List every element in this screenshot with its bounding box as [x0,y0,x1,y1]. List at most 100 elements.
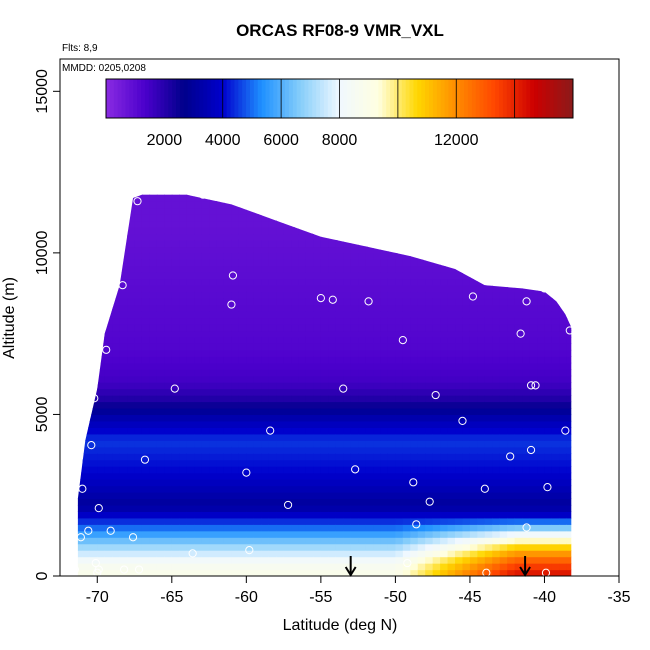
heatmap-cell [246,498,255,506]
heatmap-cell [477,517,486,525]
heatmap-cell [253,472,262,480]
heatmap-cell [522,375,531,383]
heatmap-cell [380,537,389,545]
heatmap-cell [358,388,367,396]
heatmap-cell [365,517,374,525]
heatmap-cell [514,498,523,506]
heatmap-cell [350,446,359,454]
heatmap-cell [253,220,262,228]
heatmap-cell [268,517,277,525]
heatmap-cell [499,388,508,396]
heatmap-cell [455,233,464,241]
heatmap-cell [194,285,203,293]
heatmap-cell [455,485,464,493]
heatmap-cell [179,323,188,332]
heatmap-cell [492,375,501,383]
heatmap-cell [514,362,523,370]
heatmap-cell [566,278,572,286]
heatmap-cell [387,479,396,487]
heatmap-cell [67,369,75,376]
heatmap-cell [77,220,83,228]
heatmap-cell [343,556,352,564]
heatmap-cell [395,569,404,576]
heatmap-cell [82,369,91,377]
heatmap-cell [216,220,225,228]
heatmap-cell [492,382,501,390]
heatmap-cell [97,524,106,532]
heatmap-cell [358,239,367,248]
heatmap-cell [484,194,493,196]
heatmap-cell [164,446,173,454]
heatmap-cell [134,543,143,551]
y-tick-label: 10000 [34,231,51,276]
heatmap-cell [328,201,337,209]
heatmap-cell [522,201,531,209]
heatmap-cell [253,375,262,383]
heatmap-cell [432,233,441,241]
heatmap-cell [194,427,203,435]
heatmap-cell [469,330,478,338]
heatmap-cell [343,317,352,325]
heatmap-cell [335,265,344,273]
heatmap-cell [149,336,158,344]
heatmap-cell [335,259,344,267]
heatmap-cell [223,291,233,299]
heatmap-cell [141,246,151,254]
heatmap-cell [380,207,389,215]
heatmap-cell [447,382,456,390]
heatmap-cell [343,504,352,512]
heatmap-cell [395,537,404,545]
heatmap-cell [141,194,151,202]
heatmap-cell [194,298,203,306]
heatmap-cell [477,272,486,280]
heatmap-cell [97,382,106,390]
heatmap-cell [455,336,464,344]
heatmap-cell [298,369,307,377]
heatmap-cell [425,401,434,409]
heatmap-cell [223,563,233,571]
heatmap-cell [134,537,143,545]
heatmap-cell [104,498,113,506]
heatmap-cell [216,291,225,299]
heatmap-cell [313,375,322,383]
heatmap-cell [82,252,91,260]
heatmap-cell [313,201,322,209]
heatmap-cell [171,349,180,357]
heatmap-cell [402,440,411,448]
heatmap-cell [231,304,240,312]
heatmap-cell [276,272,285,280]
heatmap-cell [410,388,419,396]
heatmap-cell [171,194,180,202]
heatmap-cell [484,414,493,422]
heatmap-cell [171,485,180,493]
heatmap-cell [559,414,568,422]
heatmap-cell [455,446,464,454]
heatmap-cell [551,349,560,357]
heatmap-cell [171,472,180,480]
heatmap-cell [141,272,151,280]
heatmap-cell [77,511,83,519]
heatmap-cell [291,336,300,344]
heatmap-cell [499,220,508,228]
heatmap-cell [440,259,449,267]
heatmap-cell [298,291,307,299]
heatmap-cell [156,485,165,493]
heatmap-cell [395,446,404,454]
heatmap-cell [209,311,218,319]
heatmap-cell [97,233,106,241]
heatmap-cell [156,563,165,571]
heatmap-cell [335,330,344,338]
heatmap-cell [149,214,158,222]
heatmap-cell [141,427,151,435]
colorbar-segment [249,79,255,118]
heatmap-cell [134,330,143,338]
heatmap-cell [283,201,292,209]
colorbar-segment [417,79,422,118]
heatmap-cell [425,498,434,506]
heatmap-cell [261,330,270,338]
heatmap-cell [551,446,560,454]
heatmap-cell [246,323,255,332]
heatmap-cell [238,453,247,461]
heatmap-cell [89,466,98,474]
heatmap-cell [358,298,367,306]
